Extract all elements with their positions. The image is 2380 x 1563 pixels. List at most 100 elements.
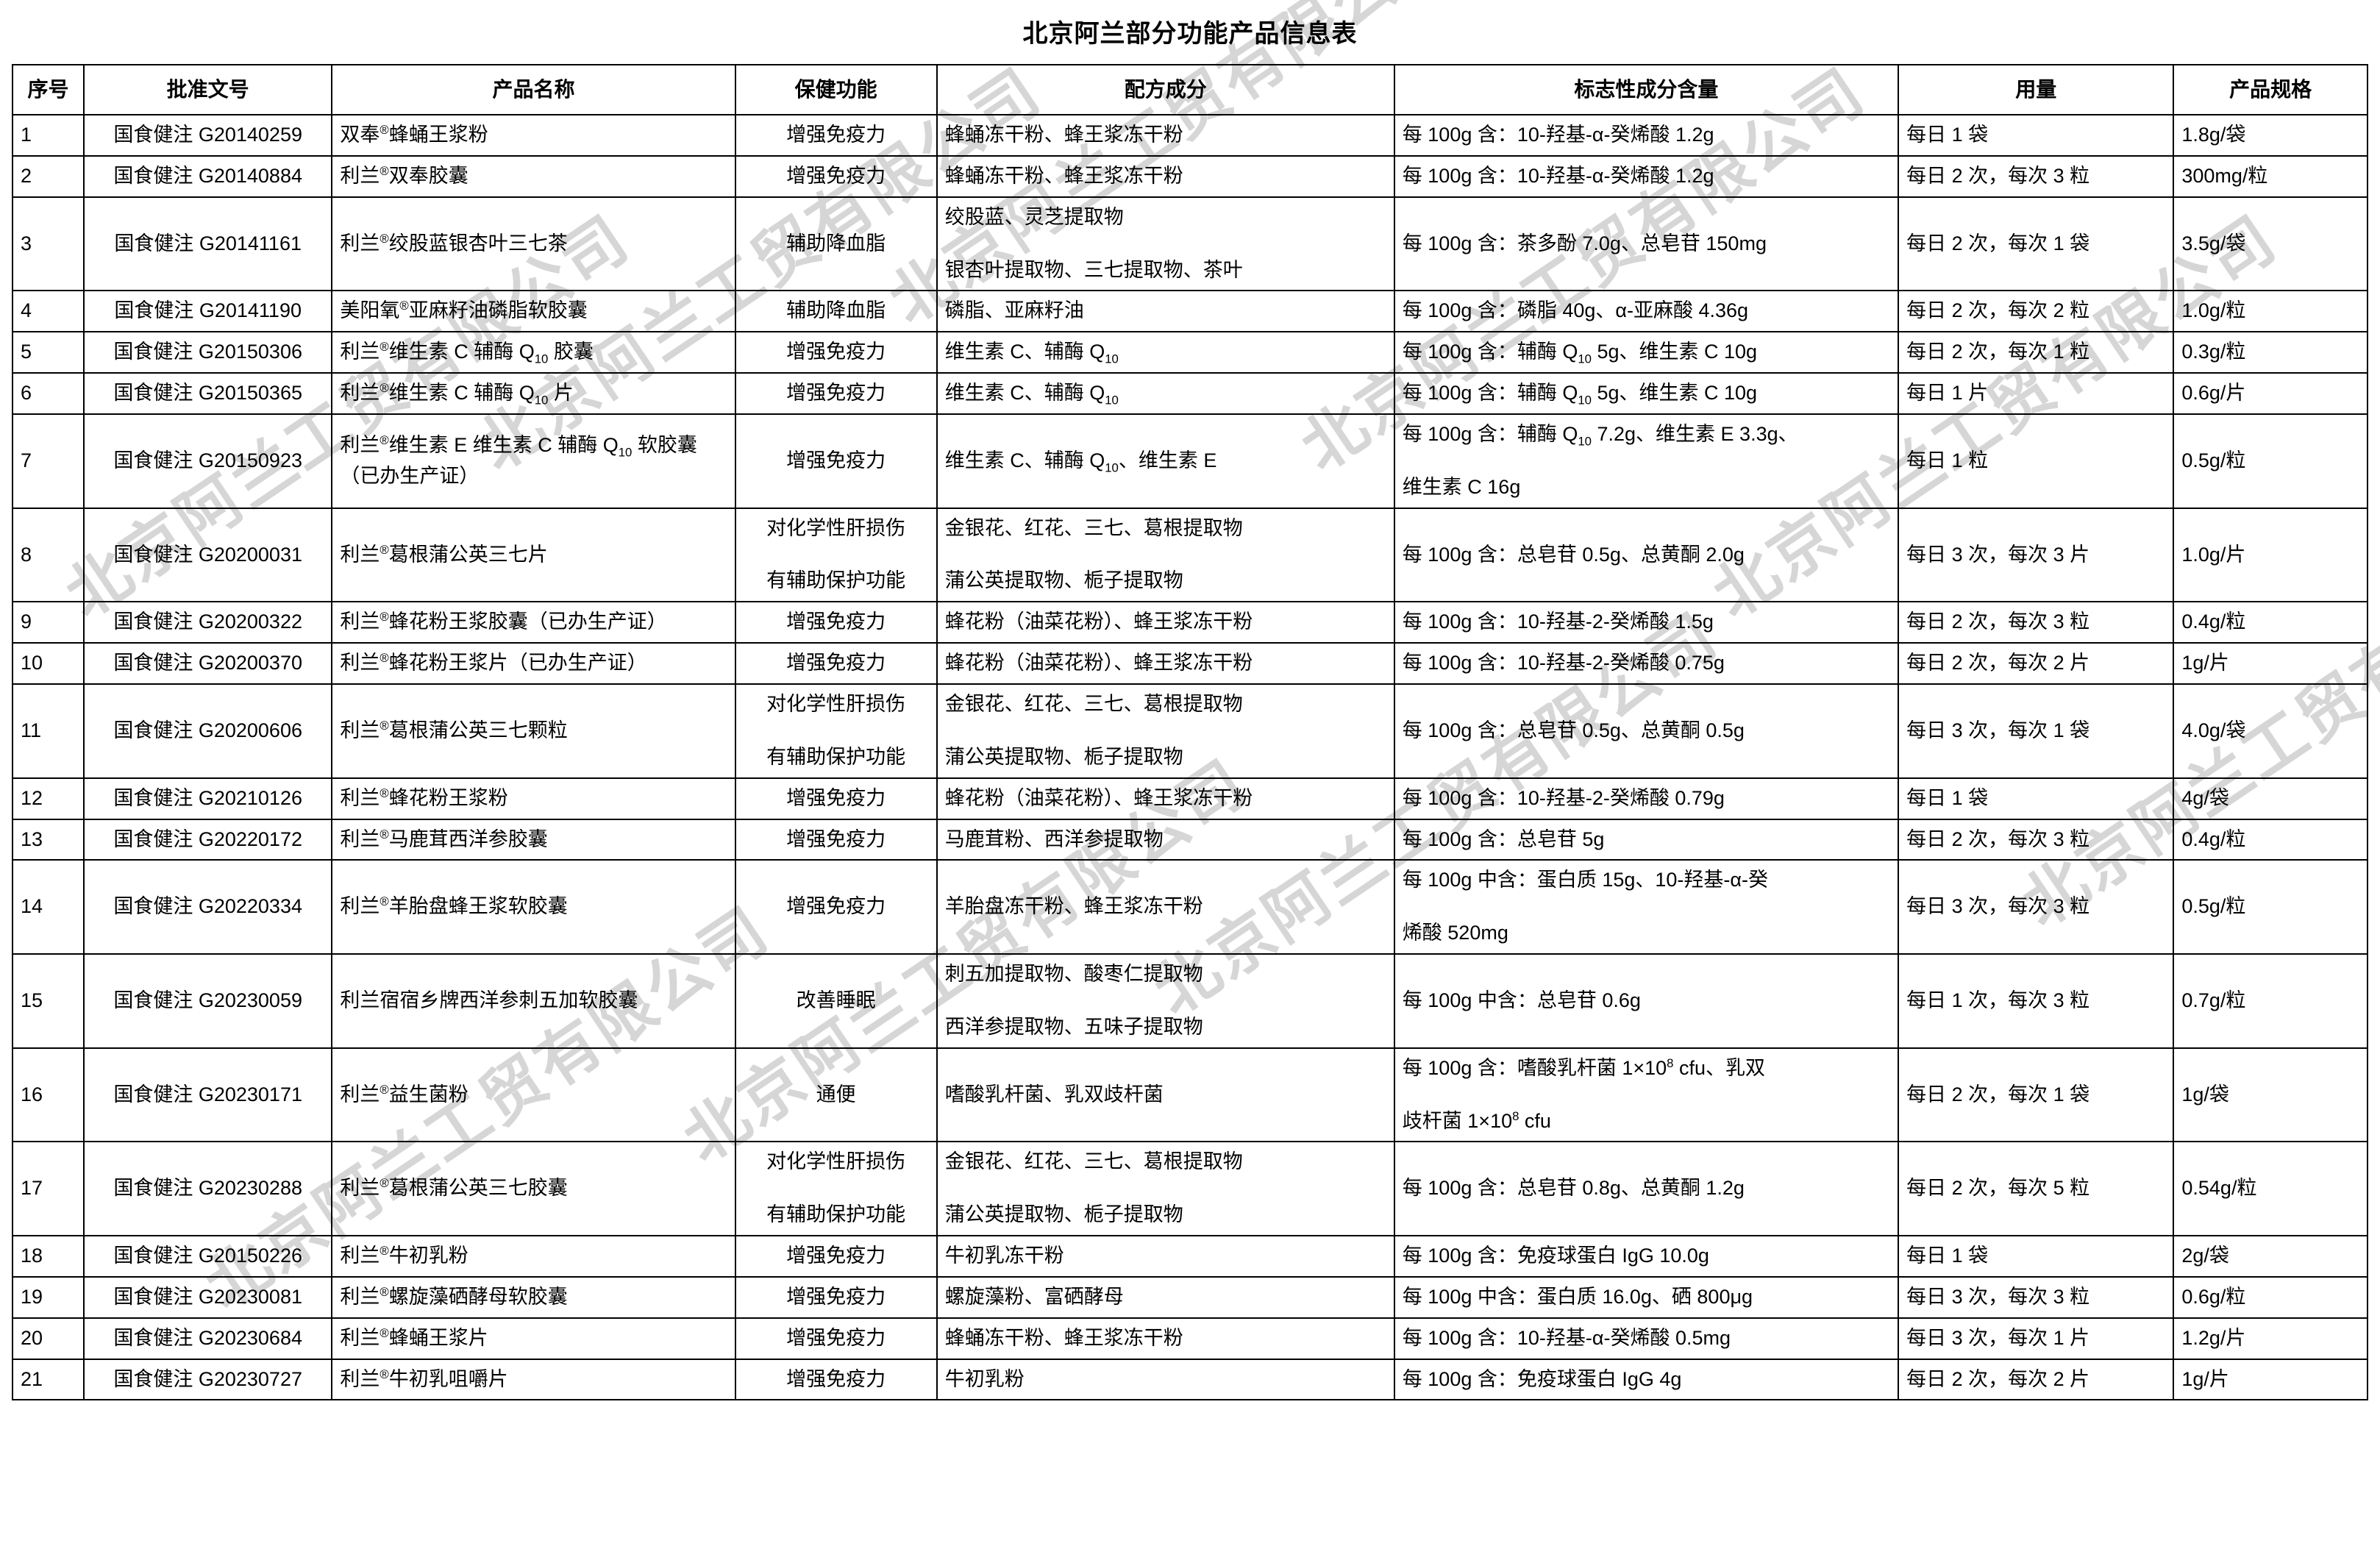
cell-marker: 每 100g 含：10-羟基-2-癸烯酸 0.75g <box>1393 642 1900 685</box>
cell-approval: 国食健注 G20210126 <box>82 777 333 820</box>
cell-function: 增强免疫力 <box>734 1358 938 1401</box>
cell-spec: 0.5g/粒 <box>2173 859 2368 955</box>
cell-formula: 维生素 C、辅酶 Q10 <box>936 372 1395 415</box>
column-header-spec: 产品规格 <box>2173 64 2368 115</box>
cell-name: 利兰®羊胎盘蜂王浆软胶囊 <box>331 859 736 955</box>
cell-index: 6 <box>12 372 85 415</box>
cell-dosage: 每日 1 片 <box>1898 372 2175 415</box>
cell-formula: 螺旋藻粉、富硒酵母 <box>936 1275 1395 1319</box>
cell-function: 增强免疫力 <box>734 601 938 644</box>
cell-dosage: 每日 1 袋 <box>1898 1235 2175 1278</box>
column-header-dosage: 用量 <box>1898 64 2175 115</box>
cell-index: 12 <box>12 777 85 820</box>
column-header-function: 保健功能 <box>734 64 938 115</box>
cell-formula: 蜂蛹冻干粉、蜂王浆冻干粉 <box>936 1317 1395 1360</box>
cell-dosage: 每日 2 次，每次 2 片 <box>1898 642 2175 685</box>
cell-marker: 每 100g 含：10-羟基-α-癸烯酸 0.5mg <box>1393 1317 1900 1360</box>
cell-formula: 牛初乳粉 <box>936 1358 1395 1401</box>
cell-approval: 国食健注 G20200606 <box>82 683 333 779</box>
cell-approval: 国食健注 G20230059 <box>82 953 333 1049</box>
cell-marker: 每 100g 含：总皂苷 5g <box>1393 818 1900 861</box>
table-row: 10 国食健注 G20200370 利兰®蜂花粉王浆片（已办生产证） 增强免疫力 蜂花粉… <box>12 642 2368 685</box>
cell-approval: 国食健注 G20220172 <box>82 818 333 861</box>
cell-spec: 0.4g/粒 <box>2173 601 2368 644</box>
column-header-name: 产品名称 <box>331 64 736 115</box>
table-row: 11 国食健注 G20200606 利兰®葛根蒲公英三七颗粒 对化学性肝损伤 有辅助保护… <box>12 683 2368 779</box>
cell-name: 利兰®蜂蛹王浆片 <box>331 1317 736 1360</box>
cell-dosage: 每日 3 次，每次 3 粒 <box>1898 859 2175 955</box>
cell-approval: 国食健注 G20230171 <box>82 1047 333 1143</box>
cell-function: 增强免疫力 <box>734 1235 938 1278</box>
cell-dosage: 每日 1 袋 <box>1898 114 2175 157</box>
table-row: 17 国食健注 G20230288 利兰®葛根蒲公英三七胶囊 对化学性肝损伤 有辅助保护… <box>12 1141 2368 1237</box>
cell-name: 利兰®蜂花粉王浆胶囊（已办生产证） <box>331 601 736 644</box>
cell-name: 双奉®蜂蛹王浆粉 <box>331 114 736 157</box>
cell-marker: 每 100g 含：磷脂 40g、α-亚麻酸 4.36g <box>1393 290 1900 333</box>
cell-function: 通便 <box>734 1047 938 1143</box>
table-header: 序号 批准文号 产品名称 保健功能 配方成分 标志性成分含量 用量 产品规格 <box>12 64 2368 115</box>
page-title: 北京阿兰部分功能产品信息表 <box>1022 20 1358 48</box>
cell-marker: 每 100g 中含：总皂苷 0.6g <box>1393 953 1900 1049</box>
cell-index: 15 <box>12 953 85 1049</box>
cell-formula: 蜂花粉（油菜花粉）、蜂王浆冻干粉 <box>936 777 1395 820</box>
cell-dosage: 每日 2 次，每次 3 粒 <box>1898 154 2175 198</box>
cell-spec: 1g/袋 <box>2173 1047 2368 1143</box>
cell-spec: 3.5g/袋 <box>2173 196 2368 292</box>
cell-approval: 国食健注 G20200370 <box>82 642 333 685</box>
cell-spec: 1.8g/袋 <box>2173 114 2368 157</box>
cell-spec: 4g/袋 <box>2173 777 2368 820</box>
cell-dosage: 每日 3 次，每次 1 片 <box>1898 1317 2175 1360</box>
cell-spec: 2g/袋 <box>2173 1235 2368 1278</box>
table-row: 13 国食健注 G20220172 利兰®马鹿茸西洋参胶囊 增强免疫力 马鹿茸粉、西洋参… <box>12 818 2368 861</box>
cell-spec: 0.6g/片 <box>2173 372 2368 415</box>
cell-approval: 国食健注 G20150306 <box>82 331 333 374</box>
cell-approval: 国食健注 G20230727 <box>82 1358 333 1401</box>
cell-name: 美阳氧®亚麻籽油磷脂软胶囊 <box>331 290 736 333</box>
cell-formula: 刺五加提取物、酸枣仁提取物 西洋参提取物、五味子提取物 <box>936 953 1395 1049</box>
cell-spec: 1g/片 <box>2173 642 2368 685</box>
table-row: 21 国食健注 G20230727 利兰®牛初乳咀嚼片 增强免疫力 牛初乳粉每 100g… <box>12 1358 2368 1401</box>
table-row: 5 国食健注 G20150306 利兰®维生素 C 辅酶 Q10 胶囊 增强免疫力 维生… <box>12 331 2368 374</box>
cell-spec: 1g/片 <box>2173 1358 2368 1401</box>
table-row: 3 国食健注 G20141161 利兰®绞股蓝银杏叶三七茶 辅助降血脂 绞股蓝、灵芝提取… <box>12 196 2368 292</box>
column-header-marker: 标志性成分含量 <box>1393 64 1900 115</box>
cell-dosage: 每日 1 次，每次 3 粒 <box>1898 953 2175 1049</box>
cell-formula: 绞股蓝、灵芝提取物 银杏叶提取物、三七提取物、茶叶 <box>936 196 1395 292</box>
cell-approval: 国食健注 G20141190 <box>82 290 333 333</box>
cell-marker: 每 100g 含：10-羟基-α-癸烯酸 1.2g <box>1393 154 1900 198</box>
cell-spec: 0.7g/粒 <box>2173 953 2368 1049</box>
cell-marker: 每 100g 中含：蛋白质 16.0g、硒 800μg <box>1393 1275 1900 1319</box>
cell-dosage: 每日 1 袋 <box>1898 777 2175 820</box>
cell-name: 利兰®蜂花粉王浆片（已办生产证） <box>331 642 736 685</box>
cell-marker: 每 100g 含：10-羟基-2-癸烯酸 0.79g <box>1393 777 1900 820</box>
cell-dosage: 每日 2 次，每次 2 粒 <box>1898 290 2175 333</box>
cell-marker: 每 100g 含：茶多酚 7.0g、总皂苷 150mg <box>1393 196 1900 292</box>
cell-dosage: 每日 3 次，每次 3 粒 <box>1898 1275 2175 1319</box>
cell-marker: 每 100g 含：总皂苷 0.5g、总黄酮 0.5g <box>1393 683 1900 779</box>
cell-index: 20 <box>12 1317 85 1360</box>
cell-formula: 牛初乳冻干粉 <box>936 1235 1395 1278</box>
cell-marker: 每 100g 含：辅酶 Q10 5g、维生素 C 10g <box>1393 372 1900 415</box>
cell-marker: 每 100g 含：总皂苷 0.5g、总黄酮 2.0g <box>1393 507 1900 603</box>
cell-index: 21 <box>12 1358 85 1401</box>
cell-approval: 国食健注 G20150365 <box>82 372 333 415</box>
table-row: 18 国食健注 G20150226 利兰®牛初乳粉 增强免疫力 牛初乳冻干粉每 100g… <box>12 1235 2368 1278</box>
table-row: 15 国食健注 G20230059 利兰宿宿乡牌西洋参刺五加软胶囊 改善睡眠 刺五加提取… <box>12 953 2368 1049</box>
cell-index: 9 <box>12 601 85 644</box>
table-row: 8 国食健注 G20200031 利兰®葛根蒲公英三七片 对化学性肝损伤 有辅助保护功能… <box>12 507 2368 603</box>
cell-formula: 蜂花粉（油菜花粉）、蜂王浆冻干粉 <box>936 642 1395 685</box>
cell-name: 利兰®葛根蒲公英三七颗粒 <box>331 683 736 779</box>
table-row: 6 国食健注 G20150365 利兰®维生素 C 辅酶 Q10 片增强免疫力 维生素… <box>12 372 2368 415</box>
table-row: 20 国食健注 G20230684 利兰®蜂蛹王浆片 增强免疫力 蜂蛹冻干粉、蜂王浆冻干… <box>12 1317 2368 1360</box>
cell-dosage: 每日 2 次，每次 1 袋 <box>1898 1047 2175 1143</box>
cell-index: 7 <box>12 413 85 509</box>
cell-approval: 国食健注 G20150923 <box>82 413 333 509</box>
table-row: 7 国食健注 G20150923 利兰®维生素 E 维生素 C 辅酶 Q10 软胶囊… <box>12 413 2368 509</box>
cell-dosage: 每日 1 粒 <box>1898 413 2175 509</box>
cell-name: 利兰宿宿乡牌西洋参刺五加软胶囊 <box>331 953 736 1049</box>
cell-marker: 每 100g 含：10-羟基-2-癸烯酸 1.5g <box>1393 601 1900 644</box>
cell-function: 改善睡眠 <box>734 953 938 1049</box>
cell-name: 利兰®牛初乳咀嚼片 <box>331 1358 736 1401</box>
cell-spec: 4.0g/袋 <box>2173 683 2368 779</box>
